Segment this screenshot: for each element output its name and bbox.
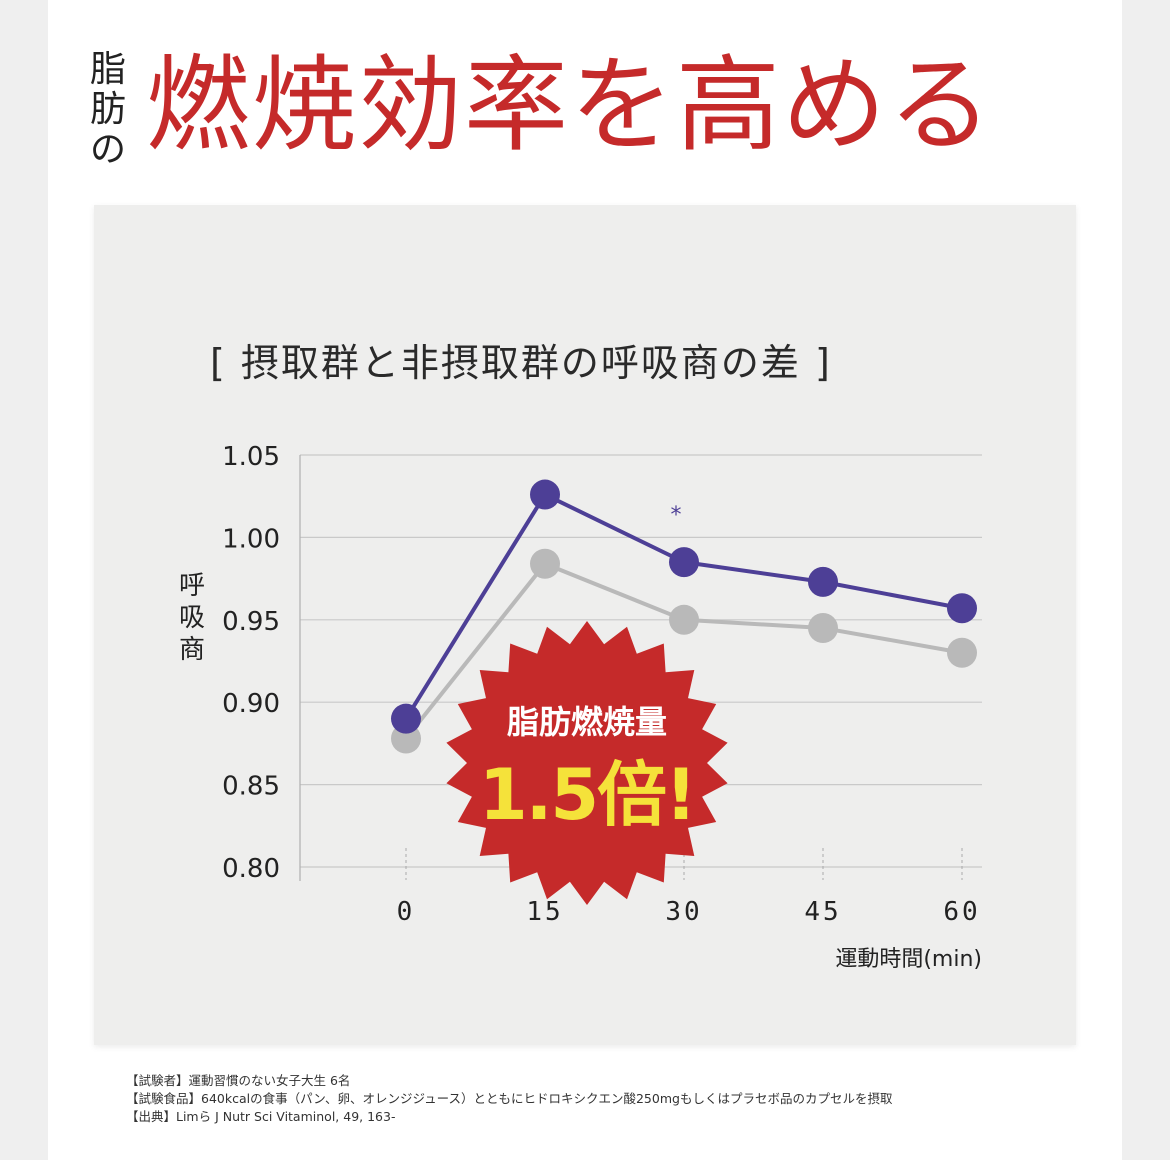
x-tick-label: 0 — [397, 897, 416, 927]
burst-badge — [446, 621, 728, 905]
badge-line2: 1.5倍! — [479, 754, 695, 836]
badge-line1: 脂肪燃焼量 — [507, 703, 667, 741]
y-tick-label: 1.00 — [222, 524, 280, 554]
y-axis-label-char: 商 — [179, 635, 205, 665]
headline-prefix-char: 肪 — [89, 89, 126, 130]
footnote-subjects: 【試験者】運動習慣のない女子大生 6名 — [126, 1073, 351, 1088]
series-point-0 — [669, 547, 699, 578]
footnote-test-food: 【試験食品】640kcalの食事（パン、卵、オレンジジュース）とともにヒドロキシ… — [126, 1091, 893, 1106]
y-tick-label: 0.95 — [222, 607, 280, 637]
series-point-1 — [947, 637, 977, 668]
series-point-1 — [669, 604, 699, 635]
significance-marker: * — [671, 503, 682, 528]
x-tick-label: 60 — [943, 897, 980, 927]
chart-title: [ 摂取群と非摂取群の呼吸商の差 ] — [210, 341, 832, 385]
y-tick-label: 0.85 — [222, 772, 280, 802]
y-tick-label: 0.90 — [222, 689, 280, 719]
x-axis-label: 運動時間(min) — [835, 947, 982, 972]
x-tick-label: 45 — [804, 897, 841, 927]
series-point-0 — [947, 593, 977, 624]
series-point-1 — [530, 548, 560, 579]
headline-prefix-char: の — [89, 129, 126, 170]
headline-main: 燃焼効率を高める — [146, 44, 995, 166]
y-tick-label: 1.05 — [222, 442, 280, 472]
series-point-1 — [808, 613, 838, 644]
series-point-0 — [530, 479, 560, 510]
footnote-source: 【出典】Limら J Nutr Sci Vitaminol, 49, 163- — [126, 1109, 396, 1124]
y-tick-label: 0.80 — [222, 854, 280, 884]
headline-prefix-char: 脂 — [89, 49, 126, 90]
x-tick-label: 15 — [526, 897, 563, 927]
y-axis-label-char: 呼 — [179, 571, 205, 601]
headline-prefix: 脂 肪 の — [84, 50, 132, 170]
x-tick-label: 30 — [665, 897, 702, 927]
series-point-0 — [391, 703, 421, 734]
headline: 脂 肪 の 燃焼効率を高める — [84, 40, 1084, 180]
footnotes: 【試験者】運動習慣のない女子大生 6名 【試験食品】640kcalの食事（パン、… — [126, 1072, 1086, 1126]
series-point-0 — [808, 566, 838, 597]
y-axis-label-char: 吸 — [179, 603, 205, 633]
